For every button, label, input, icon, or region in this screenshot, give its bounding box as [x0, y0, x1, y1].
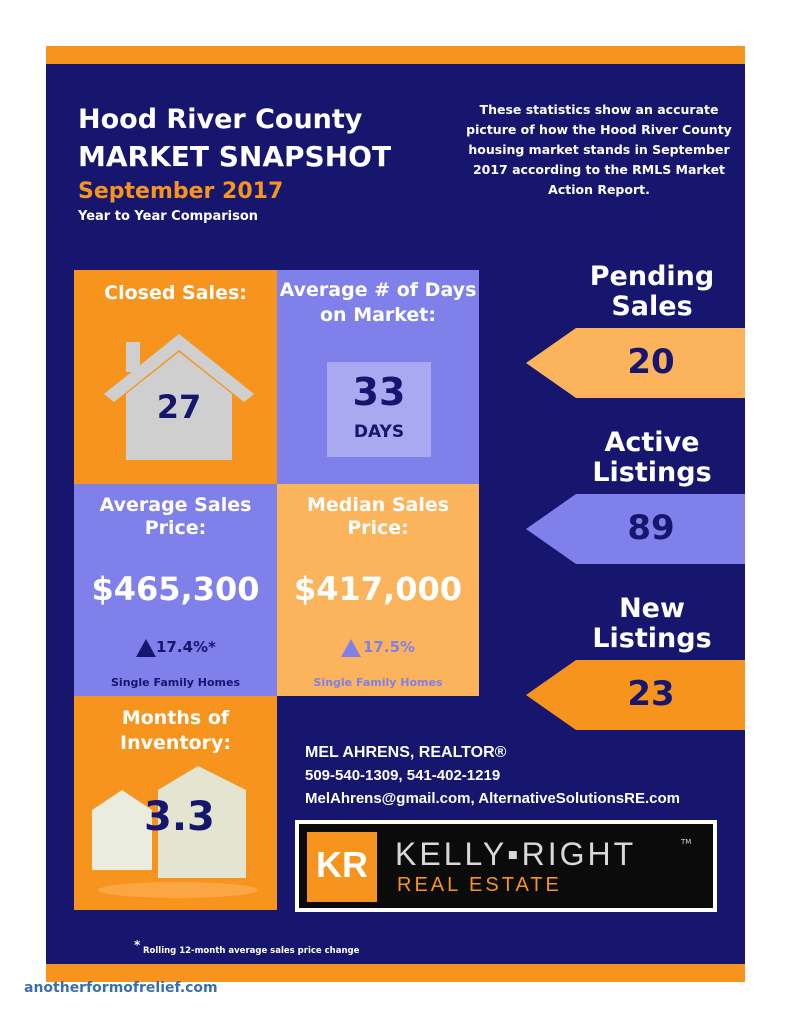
days-badge: 33 DAYS — [327, 362, 431, 457]
report-date: September 2017 — [78, 179, 284, 204]
median-price-tile: Median Sales Price: $417,000 17.5% Singl… — [277, 484, 479, 696]
avg-price-change-value: 17.4%* — [156, 638, 216, 656]
title-snapshot: MARKET SNAPSHOT — [78, 140, 392, 173]
arrow-left-shape — [526, 494, 745, 564]
inventory-value: 3.3 — [144, 794, 215, 840]
closed-sales-label: Closed Sales: — [104, 282, 247, 304]
active-label: Active Listings — [574, 428, 730, 488]
avg-price-note: Single Family Homes — [111, 676, 240, 689]
active-label-line1: Active — [604, 427, 700, 458]
logo-tm: TM — [681, 838, 692, 846]
agent-name: MEL AHRENS, REALTOR® — [305, 744, 507, 761]
new-label-line2: Listings — [592, 623, 712, 654]
closed-sales-tile: Closed Sales: 27 — [74, 270, 277, 484]
median-price-value: $417,000 — [293, 570, 462, 608]
inventory-tile: Months of Inventory: 3.3 — [74, 696, 277, 910]
houses-icon — [92, 766, 258, 898]
active-value: 89 — [627, 508, 675, 548]
up-arrow-icon — [341, 639, 361, 657]
title-county: Hood River County — [78, 104, 363, 135]
footnote-mark: * — [134, 938, 141, 952]
closed-sales-value: 27 — [156, 388, 202, 426]
median-price-note: Single Family Homes — [313, 676, 443, 689]
avg-price-change: 17.4%* — [132, 636, 252, 660]
median-price-change-value: 17.5% — [363, 638, 416, 656]
avg-price-value: $465,300 — [91, 570, 260, 608]
pending-label: Pending Sales — [574, 262, 730, 322]
arrow-left-shape — [526, 660, 745, 730]
new-label-line1: New — [619, 593, 685, 624]
intro-blurb: These statistics show an accurate pictur… — [466, 102, 732, 197]
avg-price-tile: Average Sales Price: $465,300 17.4%* Sin… — [74, 484, 277, 696]
logo-brand: KELLY▪RIGHT — [395, 836, 637, 872]
median-price-change: 17.5% — [339, 636, 449, 660]
house-icon — [104, 334, 254, 460]
active-arrow: 89 — [526, 494, 745, 564]
pending-label-line2: Sales — [611, 291, 693, 322]
logo-inner: KR KELLY▪RIGHT TM REAL ESTATE — [299, 824, 713, 908]
kr-mark-text: KR — [316, 844, 368, 885]
report-subtitle: Year to Year Comparison — [78, 209, 259, 224]
avg-price-label: Average Sales Price: — [99, 494, 252, 539]
days-on-market-tile: Average # of Days on Market: 33 DAYS — [277, 270, 479, 484]
brokerage-logo: KR KELLY▪RIGHT TM REAL ESTATE — [295, 820, 717, 912]
days-on-market-label: Average # of Days on Market: — [279, 279, 477, 326]
new-arrow: 23 — [526, 660, 745, 730]
bottom-stripe — [46, 964, 745, 982]
pending-arrow: 20 — [526, 328, 745, 398]
site-watermark: anotherformofrelief.com — [24, 980, 218, 996]
agent-contact: MelAhrens@gmail.com, AlternativeSolution… — [305, 790, 680, 807]
new-label: New Listings — [574, 594, 730, 654]
arrow-left-shape — [526, 328, 745, 398]
up-arrow-icon — [136, 639, 156, 657]
inventory-label: Months of Inventory: — [120, 707, 231, 754]
logo-tagline: REAL ESTATE — [397, 874, 562, 896]
pending-value: 20 — [627, 342, 675, 382]
active-label-line2: Listings — [592, 457, 712, 488]
pending-label-line1: Pending — [589, 261, 715, 292]
footnote-text: Rolling 12-month average sales price cha… — [143, 946, 360, 956]
top-stripe — [46, 46, 745, 64]
days-unit: DAYS — [353, 422, 405, 442]
kr-mark-icon: KR — [307, 832, 377, 902]
median-price-label: Median Sales Price: — [306, 494, 450, 539]
new-value: 23 — [627, 674, 675, 714]
days-on-market-value: 33 — [352, 370, 406, 414]
agent-phones: 509-540-1309, 541-402-1219 — [305, 767, 501, 784]
